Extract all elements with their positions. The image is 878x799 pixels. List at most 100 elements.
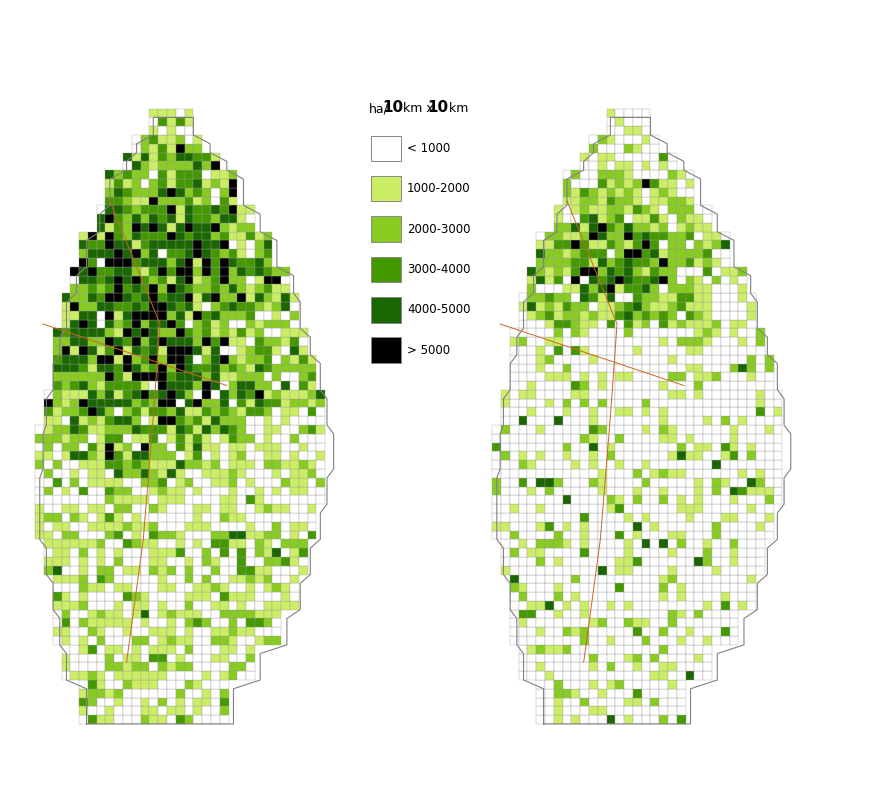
Bar: [123, 214, 132, 223]
Bar: [676, 311, 685, 320]
Bar: [290, 469, 299, 478]
Bar: [220, 539, 228, 548]
Bar: [114, 671, 123, 680]
Bar: [632, 355, 641, 364]
Bar: [61, 495, 70, 504]
Bar: [702, 372, 711, 381]
Bar: [371, 256, 400, 282]
Bar: [211, 636, 220, 645]
Bar: [88, 645, 97, 654]
Bar: [571, 293, 579, 302]
Bar: [97, 680, 105, 689]
Bar: [211, 179, 220, 188]
Bar: [167, 434, 176, 443]
Bar: [114, 320, 123, 328]
Bar: [720, 328, 729, 337]
Bar: [132, 645, 140, 654]
Bar: [202, 372, 211, 381]
Bar: [290, 346, 299, 355]
Bar: [588, 399, 597, 407]
Bar: [211, 407, 220, 416]
Bar: [606, 495, 615, 504]
Bar: [228, 390, 237, 399]
Bar: [272, 372, 281, 381]
Bar: [544, 592, 553, 601]
Bar: [246, 258, 255, 267]
Bar: [290, 337, 299, 346]
Bar: [53, 434, 61, 443]
Bar: [571, 249, 579, 258]
Bar: [53, 328, 61, 337]
Bar: [149, 574, 158, 583]
Bar: [255, 504, 263, 513]
Bar: [536, 372, 544, 381]
Bar: [140, 399, 149, 407]
Bar: [623, 126, 632, 135]
Bar: [711, 372, 720, 381]
Bar: [597, 601, 606, 610]
Bar: [650, 680, 658, 689]
Bar: [641, 249, 650, 258]
Bar: [492, 513, 500, 522]
Bar: [720, 276, 729, 284]
Bar: [246, 469, 255, 478]
Bar: [632, 381, 641, 390]
Bar: [184, 337, 193, 346]
Bar: [579, 460, 588, 469]
Bar: [588, 671, 597, 680]
Bar: [237, 451, 246, 460]
Bar: [114, 487, 123, 495]
Bar: [562, 645, 571, 654]
Bar: [553, 205, 562, 214]
Bar: [193, 566, 202, 574]
Bar: [105, 170, 114, 179]
Bar: [606, 469, 615, 478]
Bar: [211, 443, 220, 451]
Bar: [123, 390, 132, 399]
Bar: [114, 706, 123, 715]
Bar: [702, 636, 711, 645]
Bar: [632, 706, 641, 715]
Bar: [61, 531, 70, 539]
Bar: [149, 267, 158, 276]
Bar: [676, 179, 685, 188]
Bar: [615, 355, 623, 364]
Bar: [606, 240, 615, 249]
Bar: [623, 188, 632, 197]
Bar: [246, 232, 255, 240]
Bar: [149, 337, 158, 346]
Bar: [202, 645, 211, 654]
Bar: [544, 689, 553, 698]
Bar: [202, 407, 211, 416]
Bar: [88, 566, 97, 574]
Bar: [720, 618, 729, 627]
Bar: [738, 548, 746, 557]
Bar: [123, 416, 132, 425]
Bar: [571, 170, 579, 179]
Bar: [149, 531, 158, 539]
Bar: [246, 478, 255, 487]
Bar: [114, 425, 123, 434]
Bar: [553, 689, 562, 698]
Bar: [53, 583, 61, 592]
Bar: [211, 223, 220, 232]
Bar: [290, 364, 299, 372]
Bar: [211, 416, 220, 425]
Bar: [623, 267, 632, 276]
Bar: [184, 197, 193, 205]
Bar: [694, 645, 702, 654]
Bar: [641, 372, 650, 381]
Bar: [685, 276, 694, 284]
Bar: [211, 706, 220, 715]
Bar: [299, 381, 307, 390]
Bar: [527, 618, 536, 627]
Bar: [114, 574, 123, 583]
Bar: [527, 557, 536, 566]
Bar: [184, 531, 193, 539]
Bar: [746, 390, 755, 399]
Bar: [263, 399, 272, 407]
Bar: [615, 680, 623, 689]
Bar: [676, 671, 685, 680]
Bar: [184, 144, 193, 153]
Bar: [176, 205, 184, 214]
